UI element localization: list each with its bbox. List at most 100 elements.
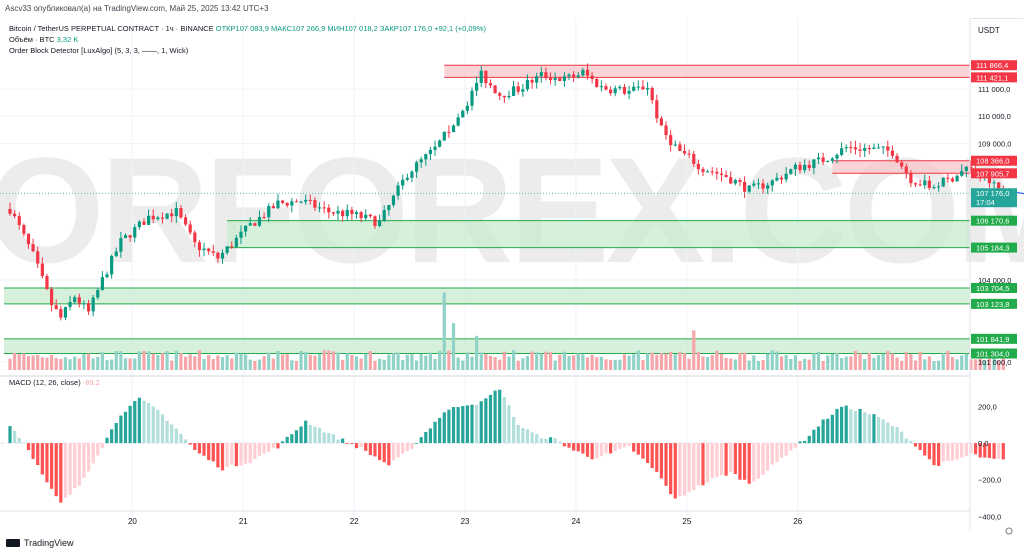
macd-bar [147,403,151,444]
volume-bar [22,353,26,370]
time-tick-label: 25 [682,517,691,526]
macd-bar [895,427,899,444]
candle-body [438,140,442,147]
macd-bar [553,438,557,444]
volume-bar [669,351,673,370]
order-block-bottom-tag-bg [971,168,1017,179]
volume-bar [909,354,913,370]
volume-bar [715,350,719,370]
volume-bar [128,358,132,370]
volume-bar [119,351,123,370]
volume-bar [581,354,585,370]
macd-bar [405,443,409,451]
volume-bar [659,353,664,370]
symbol-name[interactable]: Bitcoin / TetherUS PERPETUAL CONTRACT · … [9,24,214,33]
order-block-bottom-tag-bg [971,298,1017,309]
legend-macd-row[interactable]: MACD (12, 26, close) -89,2 [9,378,100,387]
volume-bar [766,353,770,370]
volume-bar [585,357,590,370]
macd-value: -89,2 [82,378,100,387]
volume-bar [673,354,677,370]
candle-body [923,180,927,186]
volume-bar [890,353,895,370]
macd-bar [419,437,423,444]
candle-body [669,135,673,146]
legend-volume-row[interactable]: Объём · BTC 3,32 K [9,35,78,44]
currency-label[interactable]: USDT [978,26,1000,35]
candle-body [475,82,479,91]
volume-bar [932,360,936,370]
candle-body [645,87,650,90]
macd-bar [299,426,303,444]
order-block-top-tag: 101 841,9 [971,333,1017,344]
price-axis[interactable]: USDT 101 000,0 104 000,0 109 000,0 110 000,0… [969,18,1023,530]
candle-body [428,149,433,155]
candle-body [835,154,839,159]
legend-indicator-row[interactable]: Order Block Detector [LuxAlgo] (5, 3, 3,… [9,46,188,55]
candle-body [599,86,603,88]
macd-bar [664,443,668,486]
macd-bar [45,443,49,483]
candle-body [867,147,871,150]
volume-bar [59,358,63,370]
volume-bar [941,353,945,370]
volume-bar [812,353,816,370]
volume-bar [49,354,54,370]
macd-bar [890,426,895,444]
candle-body [927,180,931,188]
volume-bar [973,359,978,370]
macd-bar [858,408,862,444]
time-axis[interactable]: 20 21 22 23 24 25 26 [0,510,970,526]
volume-bar [327,350,331,370]
volume-bar [54,358,58,370]
candle-body [733,180,737,184]
volume-bar [488,355,493,370]
macd-bar [1001,443,1005,460]
macd-bar [114,422,118,444]
macd-bar [964,443,968,456]
volume-bar [147,351,151,370]
macd-bar [253,443,257,460]
macd-label[interactable]: MACD (12, 26, close) [9,378,81,387]
candle-body [766,185,770,189]
volume-bar [521,358,525,370]
volume-bar [784,355,788,370]
volume-bar [964,353,968,370]
macd-bar [816,426,821,444]
legend-symbol-row[interactable]: Bitcoin / TetherUS PERPETUAL CONTRACT · … [9,24,486,33]
macd-bar [13,430,17,444]
price-tick-label: 101 000,0 [978,358,1011,367]
candle-body [650,87,654,101]
macd-bar [331,434,335,444]
candle-body [451,125,456,133]
macd-bar [507,405,511,444]
macd-bar [955,443,959,460]
volume-bar [886,351,890,370]
candle-body [502,95,506,98]
volume-bar [239,353,243,370]
macd-bar [548,437,553,444]
volume-bar [142,351,146,370]
macd-bar [40,443,44,475]
macd-bar [696,443,700,486]
macd-bar [983,443,987,458]
volume-bar [955,359,959,370]
macd-bar [978,443,982,458]
order-block-bottom-tag: 103 123,8 [971,298,1017,309]
candle-body [188,224,192,233]
volume-bar [618,359,622,370]
candle-body [290,201,294,206]
candle-body [692,153,696,164]
candle-body [433,146,437,150]
candle-body [507,95,511,98]
macd-bar [558,441,562,444]
indicator-name[interactable]: Order Block Detector [LuxAlgo] (5, 3, 3,… [9,46,189,55]
projection-line [1003,191,1024,195]
candle-body [553,77,557,81]
volume-bar [253,360,257,370]
macd-bar [585,443,590,457]
volume-bar [724,357,728,370]
volume-bar [904,352,908,370]
macd-bar [742,443,747,480]
candle-body [225,246,229,253]
